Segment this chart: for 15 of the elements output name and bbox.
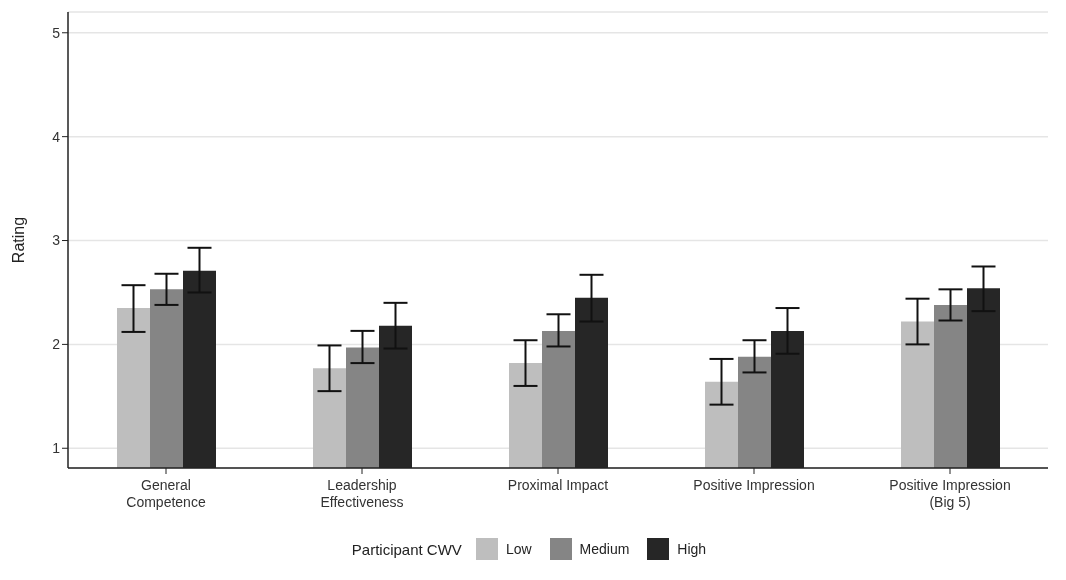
y-tick-label: 2	[52, 336, 61, 353]
x-tick-label: Leadership Effectiveness	[320, 477, 404, 510]
x-tick-label: Positive Impression	[693, 477, 815, 493]
y-tick-label: 1	[52, 440, 61, 457]
y-tick-label: 4	[52, 128, 61, 145]
x-tick-label: Proximal Impact	[507, 477, 609, 493]
legend-label: High	[677, 541, 707, 557]
y-axis-title: Rating	[9, 216, 27, 264]
legend-title: Participant CWV	[351, 540, 462, 558]
x-tick-label: General Competence	[126, 477, 206, 510]
x-tick-label: Positive Impression (Big 5)	[889, 477, 1011, 510]
y-tick-label: 3	[52, 232, 61, 249]
legend-label: Medium	[579, 541, 630, 557]
y-tick-label: 5	[52, 24, 61, 41]
legend-label: Low	[505, 541, 532, 557]
